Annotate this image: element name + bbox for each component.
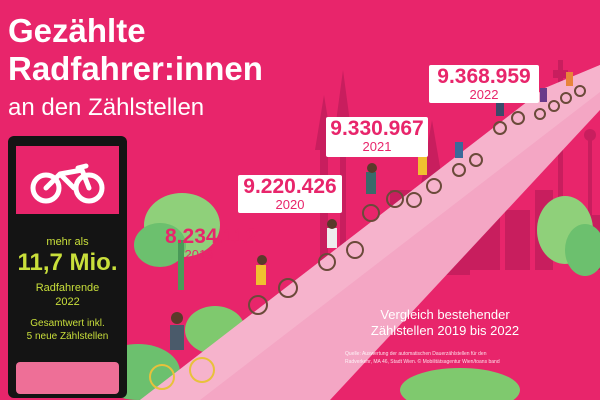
- milestone-2019: 8.234.112 2019: [165, 225, 258, 265]
- subtitle: an den Zählstellen: [8, 94, 205, 121]
- milestone-value: 9.330.967: [330, 117, 424, 140]
- milestone-2021: 9.330.967 2021: [326, 117, 428, 157]
- counter-more-than: mehr als: [46, 236, 89, 248]
- counter-screen: [16, 146, 119, 214]
- cyclist-4: [362, 163, 404, 222]
- counter-base-panel: [16, 362, 119, 394]
- counter-note-line-2: 5 neue Zählstellen: [26, 331, 109, 342]
- milestone-value: 9.220.426: [243, 175, 337, 198]
- cyclist-8: [534, 88, 560, 120]
- counter-unit: Radfahrende: [35, 282, 100, 294]
- cyclist-7: [493, 100, 525, 135]
- cyclists: [149, 72, 586, 390]
- milestone-year: 2022: [469, 87, 499, 103]
- title-line-1: Gezählte: [8, 12, 146, 49]
- milestone-2020: 9.220.426 2020: [238, 175, 342, 213]
- milestone-value: 9.368.959: [437, 65, 531, 88]
- counter-total: 11,7 Mio.: [17, 249, 118, 276]
- counter-note-line-1: Gesamtwert inkl.: [30, 318, 105, 329]
- cyclist-9: [560, 72, 586, 104]
- milestone-2022: 9.368.959 2022: [429, 65, 539, 103]
- cyclist-1: [149, 312, 215, 390]
- milestone-year: 2019: [184, 247, 214, 263]
- bicycle-icon: [30, 163, 105, 204]
- counter-year: 2022: [55, 296, 80, 308]
- milestone-year: 2020: [275, 197, 305, 213]
- cyclist-3: [318, 219, 364, 271]
- title-line-2: Radfahrer:innen: [8, 50, 263, 87]
- source-line-2: Radverkehr, MA 46, Stadt Wien. © Mobilit…: [345, 359, 500, 365]
- cyclist-6: [452, 142, 483, 177]
- bike-counter-display: mehr als 11,7 Mio. Radfahrende 2022 Gesa…: [8, 136, 127, 398]
- milestone-year: 2021: [362, 139, 392, 155]
- milestone-value: 8.234.112: [165, 225, 258, 248]
- cyclist-2: [248, 255, 298, 315]
- comparison-line-1: Vergleich bestehender: [380, 307, 510, 322]
- comparison-line-2: Zählstellen 2019 bis 2022: [370, 323, 520, 338]
- source-line-1: Quelle: Auswertung der automatischen Dau…: [345, 351, 487, 357]
